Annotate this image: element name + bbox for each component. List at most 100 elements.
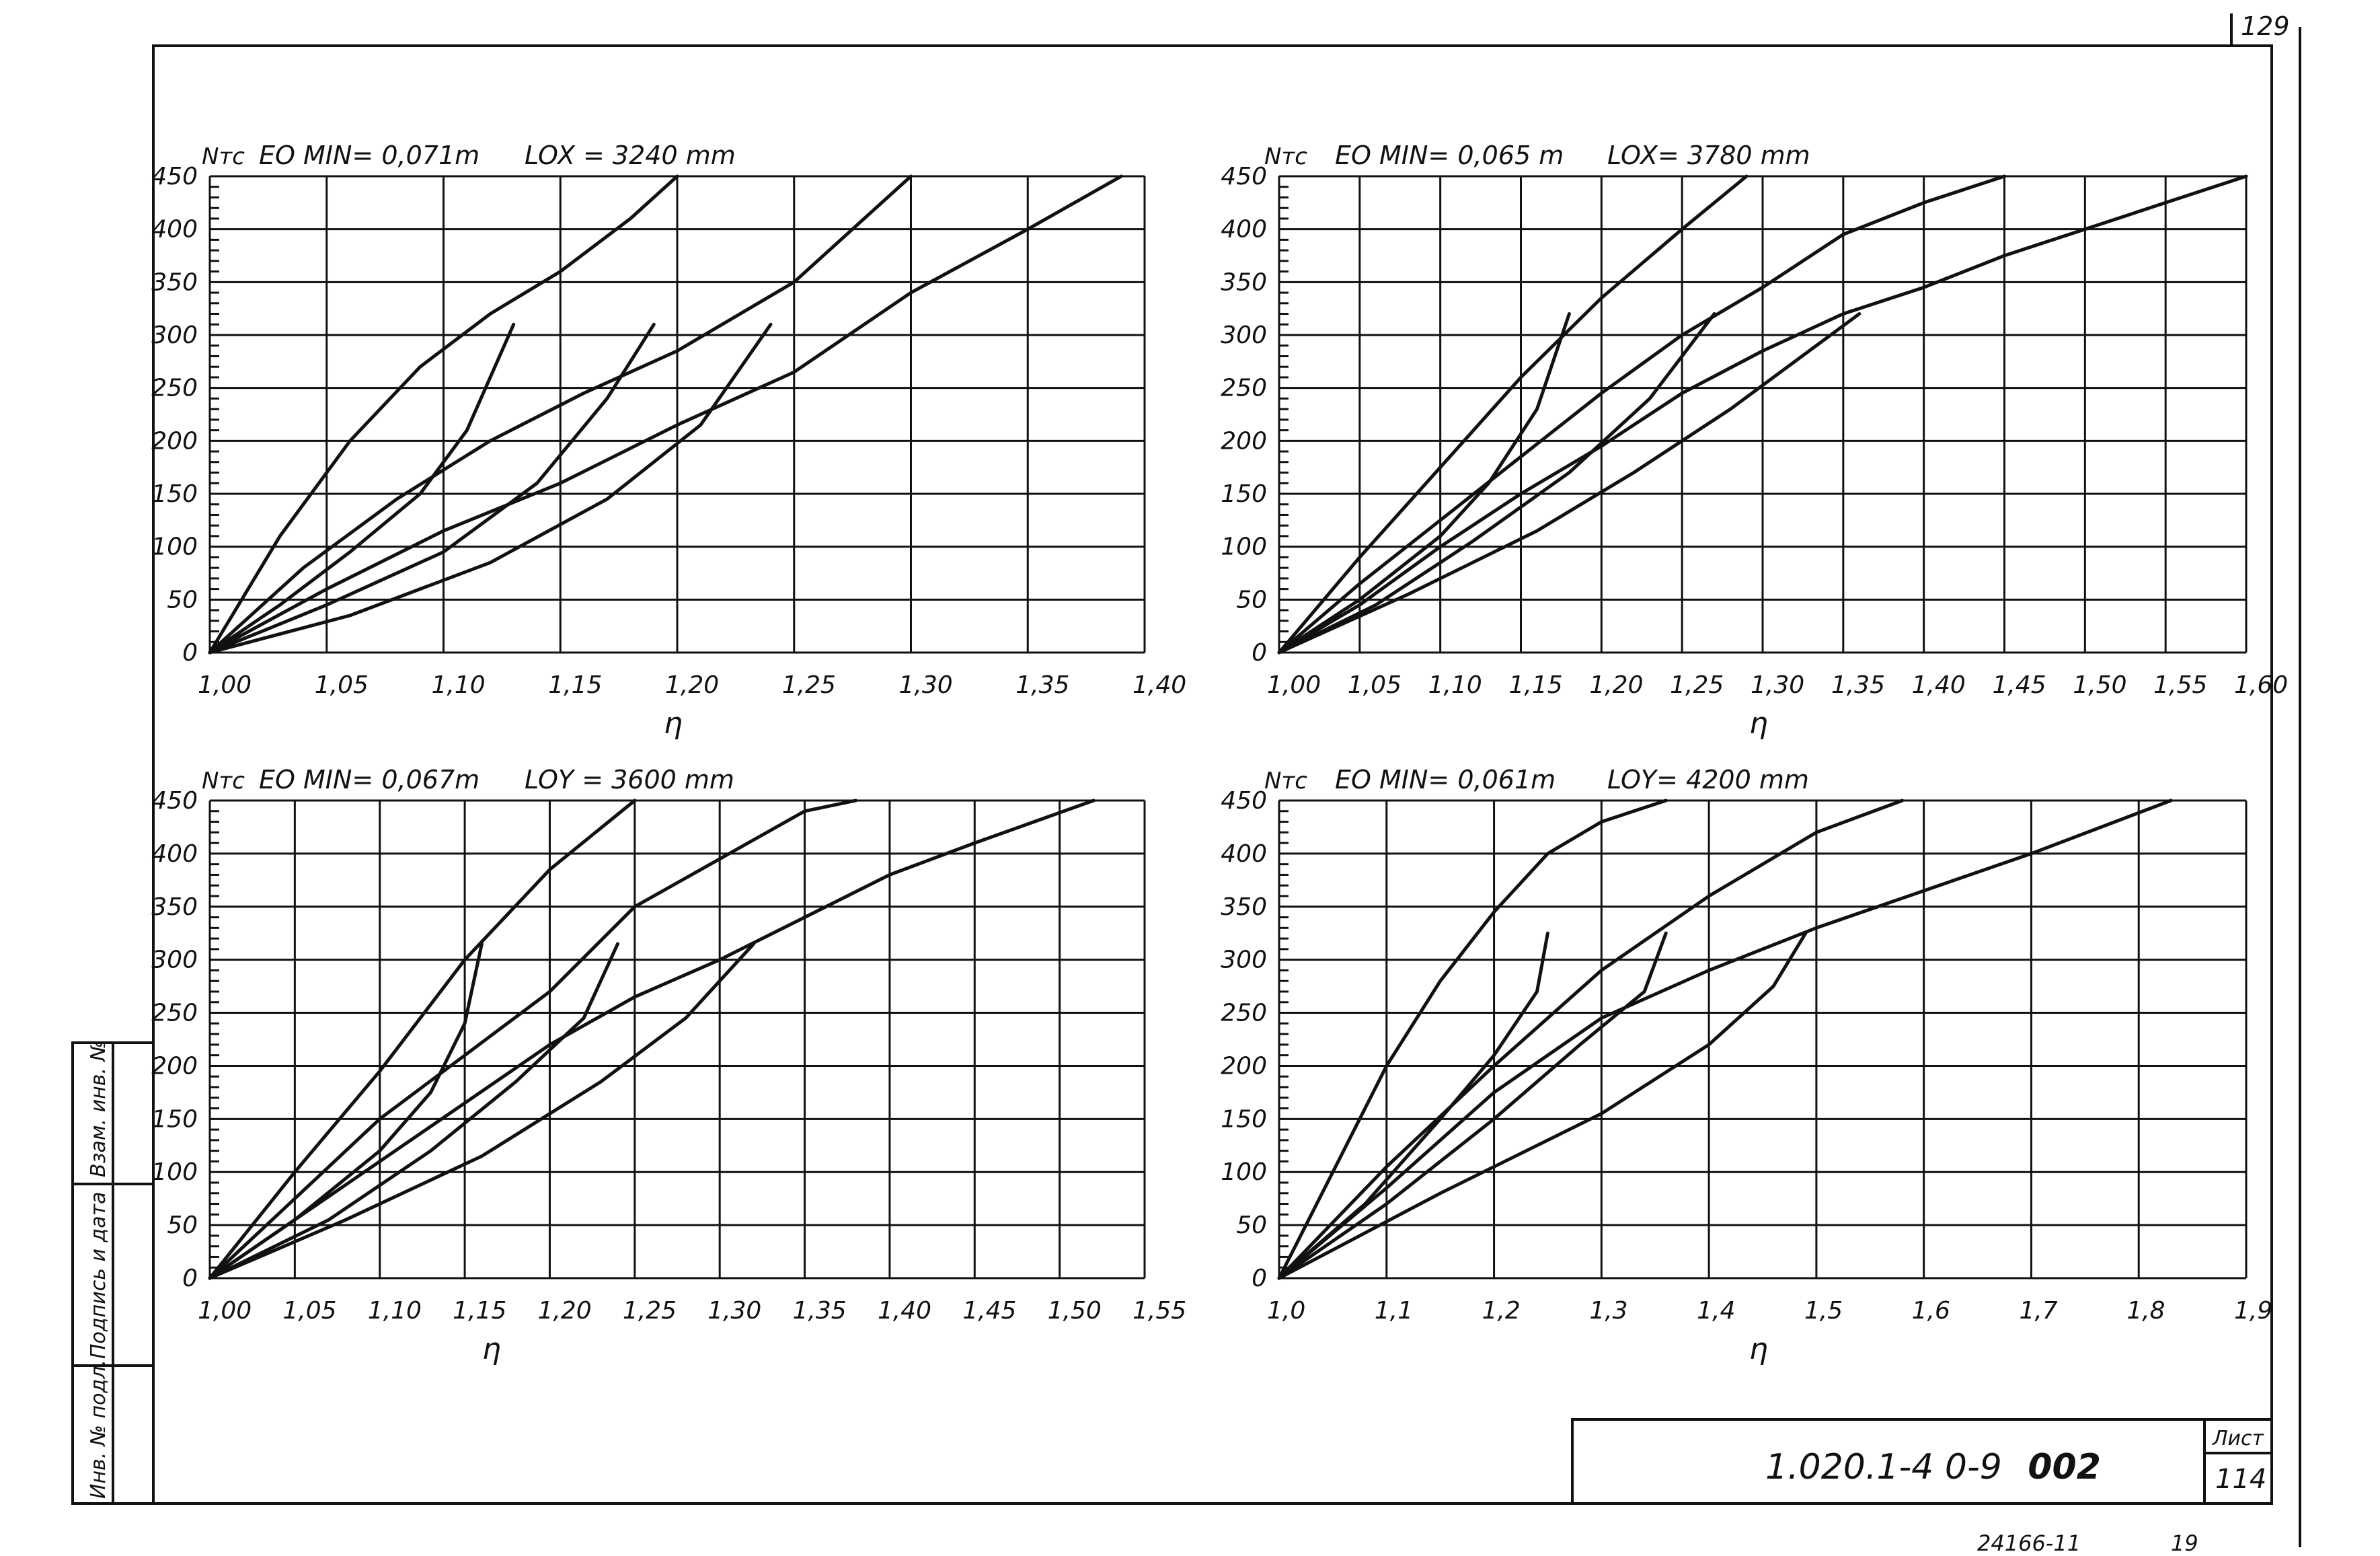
y-tick-label: 200 bbox=[151, 1052, 198, 1080]
series-curve-3 bbox=[208, 174, 1123, 655]
series-curve-5 bbox=[208, 322, 656, 655]
x-tick-label: 1,3 bbox=[1589, 1297, 1627, 1325]
y-tick-label: 300 bbox=[151, 322, 198, 349]
y-tick-label: 250 bbox=[151, 1000, 198, 1027]
x-tick-label: 1,05 bbox=[1348, 671, 1402, 699]
series-curve-2 bbox=[1277, 799, 1905, 1280]
x-tick-label: 1,50 bbox=[1048, 1297, 1102, 1325]
series-curve-6 bbox=[1277, 312, 1861, 655]
chart-bottom-right: 1,0 1,1 1,2 1,3 1,4 1,5 1,6 1,7 1,8 1,9 0 50 100 150 2… bbox=[1221, 765, 2272, 1366]
y-tick-label: 50 bbox=[1236, 1212, 1267, 1239]
x-tick-label: 1,25 bbox=[1670, 671, 1724, 699]
y-tick-label: 300 bbox=[151, 947, 198, 974]
doc-code-suffix: 002 bbox=[2028, 1447, 2101, 1487]
bottom-number: 24166-11 bbox=[1977, 1530, 2081, 1556]
doc-code-main: 1.020.1-4 0-9 bbox=[1765, 1447, 2002, 1487]
series-curve-3 bbox=[208, 799, 1096, 1280]
x-tick-label: 1,5 bbox=[1804, 1297, 1843, 1325]
x-tick-label: 1,25 bbox=[782, 671, 836, 699]
y-axis-label: Nтс bbox=[202, 143, 245, 170]
x-tick-label: 1,50 bbox=[2073, 671, 2126, 699]
x-axis-label: η bbox=[1749, 1332, 1768, 1366]
y-tick-label: 350 bbox=[1221, 893, 1267, 921]
stamp-replace-inv: Взам. инв. № bbox=[87, 1040, 110, 1177]
x-tick-label: 1,25 bbox=[623, 1297, 677, 1325]
x-tick-label: 1,10 bbox=[368, 1297, 422, 1325]
x-tick-label: 1,55 bbox=[1133, 1297, 1186, 1325]
chart-top-left: 1,00 1,05 1,10 1,15 1,20 1,25 1,30 1,35 1,40 0 50 1… bbox=[151, 141, 1186, 741]
series-curve-6 bbox=[208, 942, 756, 1280]
series-curve-4 bbox=[208, 322, 516, 655]
x-tick-label: 1,45 bbox=[1993, 671, 2046, 699]
emin-label: EO MIN= 0,065 m bbox=[1335, 141, 1564, 170]
y-tick-label: 300 bbox=[1221, 947, 1267, 974]
y-tick-label: 350 bbox=[151, 893, 198, 921]
y-tick-label: 300 bbox=[1221, 322, 1267, 349]
y-tick-label: 400 bbox=[1221, 840, 1267, 868]
y-tick-label: 200 bbox=[1221, 427, 1267, 455]
y-tick-label: 0 bbox=[1252, 1265, 1267, 1292]
x-tick-label: 1,1 bbox=[1375, 1297, 1413, 1325]
y-axis-label: Nтс bbox=[1264, 768, 1307, 794]
stamp-sign-date: Подпись и дата bbox=[87, 1192, 110, 1360]
y-tick-label: 200 bbox=[151, 427, 198, 455]
series-curve-1 bbox=[208, 799, 637, 1280]
title-block: 1.020.1-4 0-9 002 Лист 114 bbox=[1571, 1418, 2273, 1505]
y-tick-label: 450 bbox=[151, 163, 198, 190]
x-tick-label: 1,40 bbox=[878, 1297, 931, 1325]
x-tick-label: 1,05 bbox=[315, 671, 369, 699]
x-tick-label: 1,30 bbox=[899, 671, 953, 699]
y-tick-label: 400 bbox=[151, 216, 198, 244]
x-tick-label: 1,0 bbox=[1267, 1297, 1305, 1325]
x-tick-label: 1,20 bbox=[665, 671, 719, 699]
x-tick-label: 1,15 bbox=[1509, 671, 1563, 699]
y-tick-label: 100 bbox=[1221, 1158, 1267, 1186]
y-tick-label: 350 bbox=[151, 268, 198, 296]
chart-bottom-left: 1,00 1,05 1,10 1,15 1,20 1,25 1,30 1,35 1,40 1,45… bbox=[151, 765, 1186, 1366]
series-curve-5 bbox=[1277, 931, 1668, 1280]
y-tick-label: 150 bbox=[151, 480, 198, 508]
y-tick-label: 150 bbox=[1221, 1105, 1267, 1133]
x-tick-label: 1,35 bbox=[1831, 671, 1885, 699]
doc-code: 1.020.1-4 0-9 002 bbox=[1765, 1447, 2101, 1487]
series-curve-4 bbox=[1277, 931, 1549, 1280]
y-tick-label: 50 bbox=[167, 1212, 198, 1239]
y-tick-label: 350 bbox=[1221, 268, 1267, 296]
y-tick-label: 100 bbox=[151, 1158, 198, 1186]
series-curve-2 bbox=[1277, 174, 2006, 655]
x-tick-label: 1,35 bbox=[793, 1297, 847, 1325]
length-label: LOY = 3600 mm bbox=[525, 765, 734, 794]
x-tick-label: 1,30 bbox=[1751, 671, 1804, 699]
page-number: 129 bbox=[2241, 11, 2290, 41]
series-curve-1 bbox=[1277, 799, 1668, 1280]
x-axis-label: η bbox=[1749, 706, 1768, 741]
y-tick-label: 150 bbox=[151, 1105, 198, 1133]
series-curve-3 bbox=[1277, 174, 2248, 655]
y-tick-label: 250 bbox=[1221, 1000, 1267, 1027]
x-tick-label: 1,7 bbox=[2019, 1297, 2057, 1325]
y-tick-label: 150 bbox=[1221, 480, 1267, 508]
x-tick-label: 1,40 bbox=[1912, 671, 1966, 699]
series-curve-6 bbox=[208, 322, 773, 655]
x-tick-label: 1,00 bbox=[198, 1297, 252, 1325]
x-tick-label: 1,8 bbox=[2126, 1297, 2165, 1325]
emin-label: EO MIN= 0,061m bbox=[1335, 765, 1556, 794]
emin-label: EO MIN= 0,067m bbox=[259, 765, 479, 794]
length-label: LOX= 3780 mm bbox=[1607, 141, 1810, 170]
y-tick-label: 50 bbox=[167, 586, 198, 614]
series-curve-3 bbox=[1277, 799, 2173, 1280]
x-tick-label: 1,15 bbox=[453, 1297, 506, 1325]
y-tick-label: 400 bbox=[1221, 216, 1267, 244]
y-tick-label: 0 bbox=[182, 1265, 198, 1292]
series-curve-5 bbox=[208, 942, 619, 1280]
x-tick-label: 1,00 bbox=[198, 671, 252, 699]
x-tick-label: 1,20 bbox=[1589, 671, 1643, 699]
side-stamp: Инв. № подл. Подпись и дата Взам. инв. № bbox=[71, 1040, 155, 1505]
emin-label: EO MIN= 0,071m bbox=[259, 141, 479, 170]
x-tick-label: 1,2 bbox=[1482, 1297, 1521, 1325]
x-tick-label: 1,55 bbox=[2153, 671, 2207, 699]
y-tick-label: 450 bbox=[151, 787, 198, 815]
series-curve-4 bbox=[1277, 312, 1571, 655]
y-tick-label: 100 bbox=[151, 533, 198, 561]
